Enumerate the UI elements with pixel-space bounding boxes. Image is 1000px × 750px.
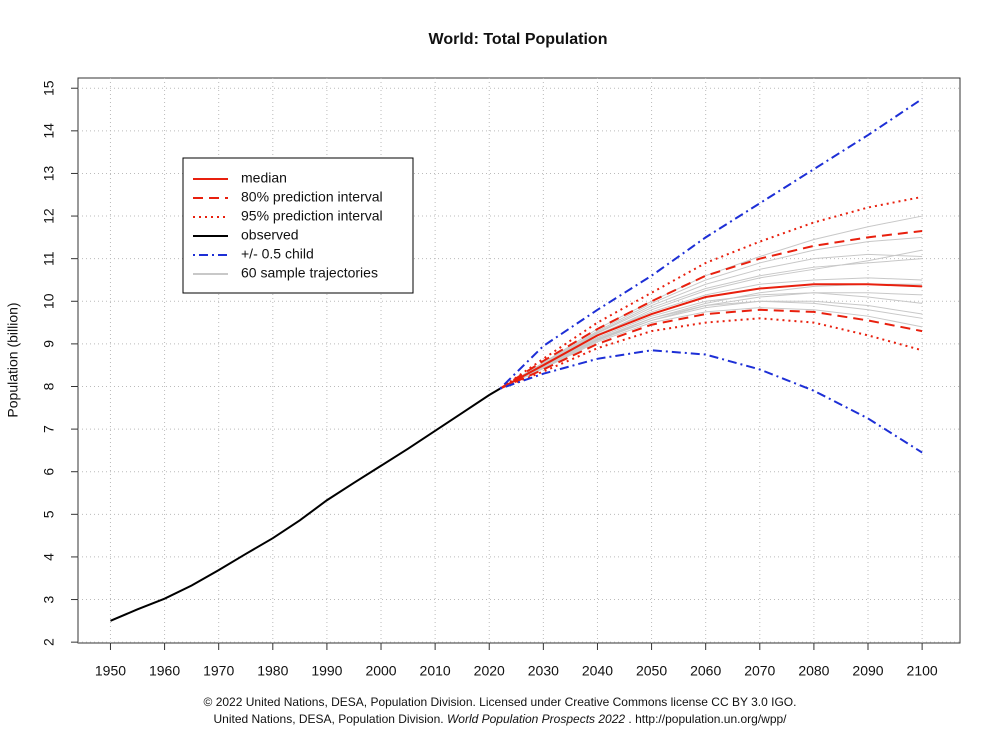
footer-line: United Nations, DESA, Population Divisio… (213, 712, 787, 726)
x-tick-label: 1990 (311, 663, 342, 679)
sample-trajectory (499, 236, 923, 390)
interval-lower (499, 349, 923, 454)
y-tick-label: 8 (41, 382, 57, 390)
sample-trajectory (499, 292, 923, 390)
y-tick-label: 4 (41, 553, 57, 561)
interval-upper (499, 229, 923, 390)
x-tick-label: 2080 (798, 663, 829, 679)
footer-line: © 2022 United Nations, DESA, Population … (204, 695, 797, 709)
y-tick-label: 13 (41, 165, 57, 181)
y-tick-label: 15 (41, 80, 57, 96)
footer-text: United Nations, DESA, Population Divisio… (213, 712, 443, 726)
interval-upper (499, 98, 923, 390)
x-tick-label: 2100 (907, 663, 938, 679)
y-axis-label: Population (billion) (5, 302, 21, 417)
y-tick-label: 5 (41, 510, 57, 518)
x-tick-label: 2070 (744, 663, 775, 679)
x-tick-label: 2010 (420, 663, 451, 679)
legend-label: 60 sample trajectories (241, 265, 378, 281)
x-tick-label: 2000 (365, 663, 396, 679)
plot-frame (77, 77, 961, 644)
y-tick-label: 6 (41, 468, 57, 476)
x-tick-label: 2030 (528, 663, 559, 679)
sample-trajectory (499, 300, 923, 390)
x-tick-label: 2020 (474, 663, 505, 679)
series-line (110, 387, 501, 622)
x-tick-label: 1970 (203, 663, 234, 679)
x-tick-label: 2050 (636, 663, 667, 679)
y-tick-label: 14 (41, 123, 57, 139)
sample-trajectory (499, 307, 923, 390)
legend-label: median (241, 170, 287, 186)
sample-trajectory (499, 283, 923, 390)
legend-box (182, 157, 414, 294)
chart-title: World: Total Population (429, 31, 608, 48)
x-tick-label: 2060 (690, 663, 721, 679)
y-tick-label: 7 (41, 425, 57, 433)
interval-lower (499, 317, 923, 390)
interval-upper (499, 195, 923, 390)
y-tick-label: 2 (41, 638, 57, 646)
legend-label: 95% prediction interval (241, 208, 383, 224)
footer-italic: World Population Prospects 2022 (447, 712, 625, 726)
legend-label: 80% prediction interval (241, 189, 383, 205)
x-tick-label: 1960 (149, 663, 180, 679)
sample-trajectory (499, 253, 923, 390)
x-tick-label: 1980 (257, 663, 288, 679)
x-tick-label: 1950 (95, 663, 126, 679)
series-line (499, 283, 923, 390)
y-tick-label: 3 (41, 595, 57, 603)
footer-text: . http://population.un.org/wpp/ (628, 712, 787, 726)
y-tick-label: 9 (41, 340, 57, 348)
y-tick-label: 12 (41, 208, 57, 224)
legend-label: observed (241, 227, 299, 243)
x-tick-label: 2040 (582, 663, 613, 679)
interval-lower (499, 308, 923, 390)
y-tick-label: 10 (41, 293, 57, 309)
x-tick-label: 2090 (852, 663, 883, 679)
y-tick-label: 11 (41, 251, 57, 266)
legend-label: +/- 0.5 child (241, 246, 314, 262)
